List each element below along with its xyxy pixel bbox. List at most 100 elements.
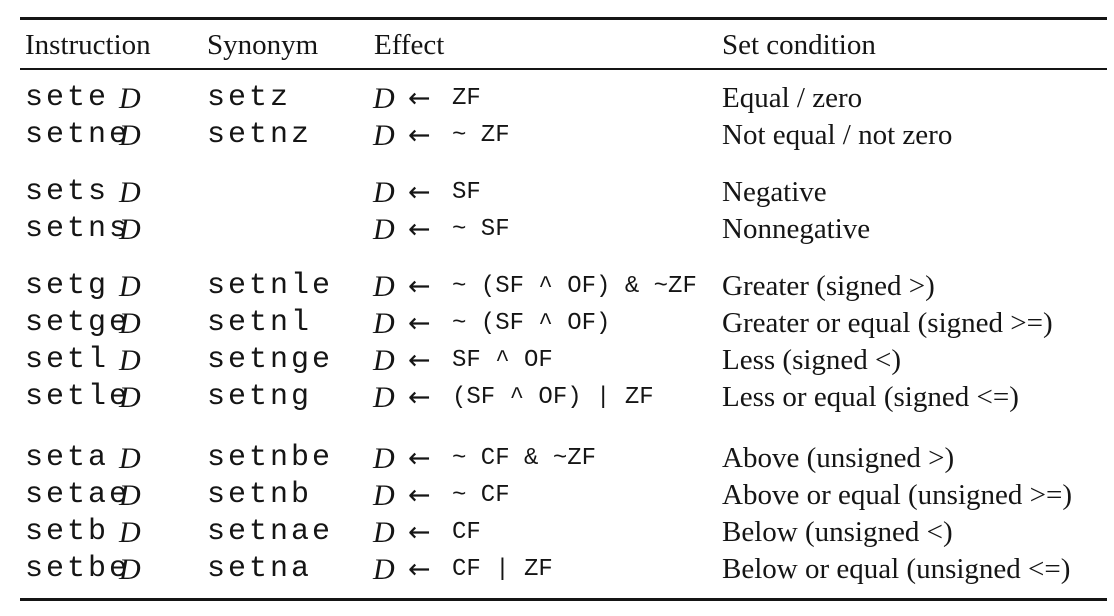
effect-expression: ZF <box>452 85 481 112</box>
table-row: setae D setnb D ← ~ CF Above or equal (u… <box>0 477 1114 514</box>
effect-expression: ~ (SF ^ OF) <box>452 310 611 337</box>
effect-destination: D <box>373 553 395 586</box>
instruction-mnemonic: setae <box>25 478 131 512</box>
synonym-mnemonic: setnl <box>207 306 313 340</box>
top-rule <box>20 17 1107 20</box>
operand-d: D <box>119 307 141 340</box>
column-header-instruction: Instruction <box>25 29 151 61</box>
table-row: setge D setnl D ← ~ (SF ^ OF) Greater or… <box>0 305 1114 342</box>
set-condition-text: Below (unsigned <) <box>722 516 953 548</box>
left-arrow-icon: ← <box>408 177 431 208</box>
set-condition-text: Negative <box>722 176 827 208</box>
operand-d: D <box>119 381 141 414</box>
table-row: setl D setnge D ← SF ^ OF Less (signed <… <box>0 342 1114 379</box>
operand-d: D <box>119 119 141 152</box>
effect-destination: D <box>373 381 395 414</box>
header-rule <box>20 68 1107 70</box>
set-condition-text: Greater (signed >) <box>722 270 935 302</box>
bottom-rule <box>20 598 1107 601</box>
table-row: setns D D ← ~ SF Nonnegative <box>0 211 1114 248</box>
effect-expression: ~ ZF <box>452 122 510 149</box>
synonym-mnemonic: setng <box>207 380 313 414</box>
table-row: setle D setng D ← (SF ^ OF) | ZF Less or… <box>0 379 1114 416</box>
instruction-mnemonic: setge <box>25 306 131 340</box>
table-row: sets D D ← SF Negative <box>0 174 1114 211</box>
left-arrow-icon: ← <box>408 517 431 548</box>
instruction-mnemonic: setne <box>25 118 131 152</box>
effect-expression: CF | ZF <box>452 556 553 583</box>
effect-expression: SF ^ OF <box>452 347 553 374</box>
synonym-mnemonic: setnae <box>207 515 334 549</box>
operand-d: D <box>119 213 141 246</box>
synonym-mnemonic: setna <box>207 552 313 586</box>
set-condition-text: Above (unsigned >) <box>722 442 955 474</box>
effect-destination: D <box>373 270 395 303</box>
set-condition-text: Nonnegative <box>722 213 871 245</box>
row-group-unsigned-compare: seta D setnbe D ← ~ CF & ~ZF Above (unsi… <box>0 440 1114 588</box>
set-condition-text: Equal / zero <box>722 82 863 114</box>
effect-destination: D <box>373 176 395 209</box>
left-arrow-icon: ← <box>408 480 431 511</box>
operand-d: D <box>119 479 141 512</box>
instruction-mnemonic: setl <box>25 343 110 377</box>
set-condition-text: Not equal / not zero <box>722 119 953 151</box>
operand-d: D <box>119 270 141 303</box>
operand-d: D <box>119 344 141 377</box>
effect-destination: D <box>373 344 395 377</box>
table-row: seta D setnbe D ← ~ CF & ~ZF Above (unsi… <box>0 440 1114 477</box>
instruction-mnemonic: setbe <box>25 552 131 586</box>
left-arrow-icon: ← <box>408 382 431 413</box>
row-group-signed-compare: setg D setnle D ← ~ (SF ^ OF) & ~ZF Grea… <box>0 268 1114 416</box>
table-row: setg D setnle D ← ~ (SF ^ OF) & ~ZF Grea… <box>0 268 1114 305</box>
column-header-effect: Effect <box>374 29 445 61</box>
effect-expression: (SF ^ OF) | ZF <box>452 384 654 411</box>
effect-expression: SF <box>452 179 481 206</box>
effect-destination: D <box>373 479 395 512</box>
instruction-mnemonic: sete <box>25 81 110 115</box>
table-body: sete D setz D ← ZF Equal / zero setne D … <box>0 70 1114 588</box>
set-condition-text: Less or equal (signed <=) <box>722 381 1019 413</box>
effect-destination: D <box>373 516 395 549</box>
operand-d: D <box>119 176 141 209</box>
instruction-mnemonic: setle <box>25 380 131 414</box>
left-arrow-icon: ← <box>408 308 431 339</box>
table-row: setbe D setna D ← CF | ZF Below or equal… <box>0 551 1114 588</box>
set-condition-text: Above or equal (unsigned >=) <box>722 479 1073 511</box>
effect-expression: CF <box>452 519 481 546</box>
synonym-mnemonic: setnge <box>207 343 334 377</box>
column-header-set-condition: Set condition <box>722 29 876 61</box>
left-arrow-icon: ← <box>408 554 431 585</box>
set-condition-text: Greater or equal (signed >=) <box>722 307 1053 339</box>
effect-expression: ~ CF & ~ZF <box>452 445 597 472</box>
effect-expression: ~ CF <box>452 482 510 509</box>
left-arrow-icon: ← <box>408 345 431 376</box>
table-header-row: Instruction Synonym Effect Set condition <box>0 21 1114 69</box>
table-row: sete D setz D ← ZF Equal / zero <box>0 80 1114 117</box>
effect-destination: D <box>373 82 395 115</box>
left-arrow-icon: ← <box>408 271 431 302</box>
effect-destination: D <box>373 119 395 152</box>
operand-d: D <box>119 516 141 549</box>
synonym-mnemonic: setnb <box>207 478 313 512</box>
effect-destination: D <box>373 307 395 340</box>
row-group-zero-flag: sete D setz D ← ZF Equal / zero setne D … <box>0 80 1114 154</box>
operand-d: D <box>119 82 141 115</box>
effect-expression: ~ SF <box>452 216 510 243</box>
instruction-mnemonic: setg <box>25 269 110 303</box>
left-arrow-icon: ← <box>408 120 431 151</box>
instruction-mnemonic: seta <box>25 441 110 475</box>
synonym-mnemonic: setnbe <box>207 441 334 475</box>
operand-d: D <box>119 553 141 586</box>
left-arrow-icon: ← <box>408 443 431 474</box>
effect-expression: ~ (SF ^ OF) & ~ZF <box>452 273 697 300</box>
synonym-mnemonic: setz <box>207 81 292 115</box>
table-row: setne D setnz D ← ~ ZF Not equal / not z… <box>0 117 1114 154</box>
row-group-sign-flag: sets D D ← SF Negative setns D D ← ~ SF … <box>0 174 1114 248</box>
effect-destination: D <box>373 213 395 246</box>
column-header-synonym: Synonym <box>207 29 319 61</box>
left-arrow-icon: ← <box>408 83 431 114</box>
instruction-mnemonic: sets <box>25 175 110 209</box>
set-condition-text: Below or equal (unsigned <=) <box>722 553 1071 585</box>
set-condition-text: Less (signed <) <box>722 344 902 376</box>
